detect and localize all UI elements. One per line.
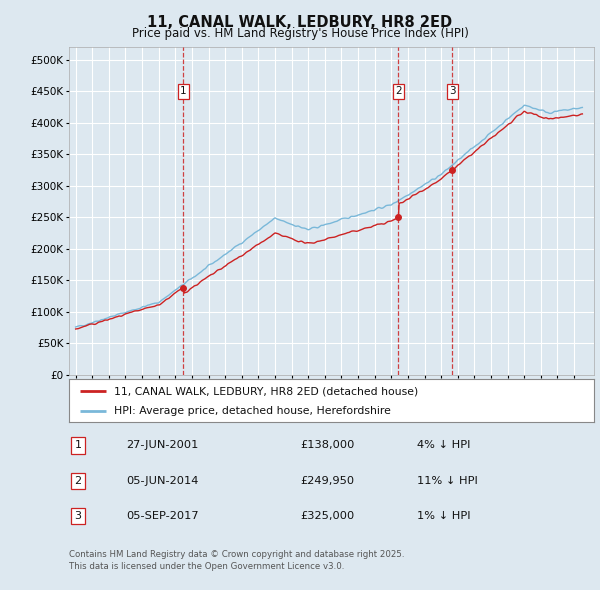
- Text: 1% ↓ HPI: 1% ↓ HPI: [417, 512, 470, 521]
- Text: HPI: Average price, detached house, Herefordshire: HPI: Average price, detached house, Here…: [113, 407, 391, 416]
- Text: 3: 3: [74, 512, 82, 521]
- Text: 11, CANAL WALK, LEDBURY, HR8 2ED (detached house): 11, CANAL WALK, LEDBURY, HR8 2ED (detach…: [113, 386, 418, 396]
- Text: Contains HM Land Registry data © Crown copyright and database right 2025.: Contains HM Land Registry data © Crown c…: [69, 550, 404, 559]
- Text: 05-JUN-2014: 05-JUN-2014: [126, 476, 199, 486]
- Text: 3: 3: [449, 86, 456, 96]
- Text: 27-JUN-2001: 27-JUN-2001: [126, 441, 199, 450]
- Text: 2: 2: [74, 476, 82, 486]
- Text: 11% ↓ HPI: 11% ↓ HPI: [417, 476, 478, 486]
- Text: £249,950: £249,950: [300, 476, 354, 486]
- Text: £138,000: £138,000: [300, 441, 355, 450]
- Text: £325,000: £325,000: [300, 512, 354, 521]
- Text: Price paid vs. HM Land Registry's House Price Index (HPI): Price paid vs. HM Land Registry's House …: [131, 27, 469, 40]
- Text: This data is licensed under the Open Government Licence v3.0.: This data is licensed under the Open Gov…: [69, 562, 344, 571]
- Text: 1: 1: [180, 86, 187, 96]
- Text: 05-SEP-2017: 05-SEP-2017: [126, 512, 199, 521]
- Text: 11, CANAL WALK, LEDBURY, HR8 2ED: 11, CANAL WALK, LEDBURY, HR8 2ED: [148, 15, 452, 30]
- Text: 4% ↓ HPI: 4% ↓ HPI: [417, 441, 470, 450]
- Text: 1: 1: [74, 441, 82, 450]
- Text: 2: 2: [395, 86, 402, 96]
